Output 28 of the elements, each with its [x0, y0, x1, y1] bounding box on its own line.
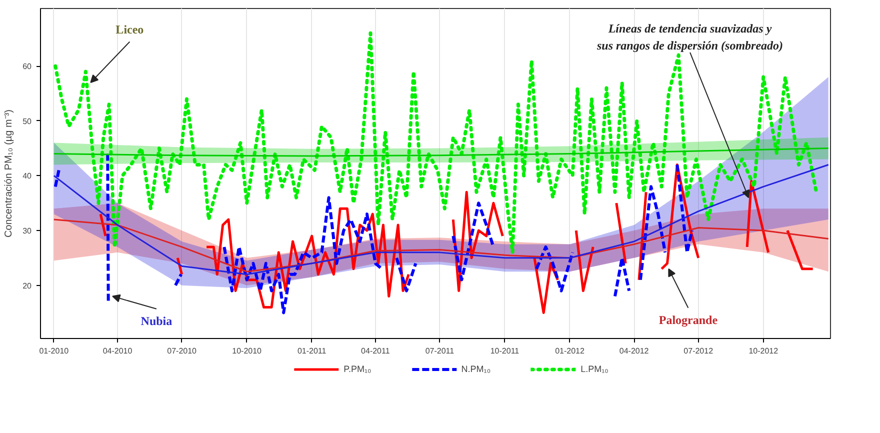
x-tick-label: 07-2010: [167, 346, 198, 356]
y-axis-title: Concentración PM₁₀ (µg m⁻³): [4, 109, 15, 238]
x-tick-label: 10-2012: [748, 346, 779, 356]
x-tick-label: 01-2012: [555, 346, 585, 356]
annotation: Nubia: [140, 314, 172, 328]
legend-label: L.PM₁₀: [580, 364, 608, 374]
annotation: Palogrande: [658, 312, 718, 327]
y-tick-label: 60: [22, 62, 32, 72]
x-tick-label: 01-2010: [39, 346, 70, 356]
x-tick-label: 07-2011: [425, 346, 455, 356]
x-tick-label: 07-2012: [684, 346, 714, 356]
line-series: [53, 218, 830, 272]
x-tick-label: 10-2011: [490, 346, 520, 356]
y-tick-label: 40: [22, 172, 32, 181]
legend-label: N.PM₁₀: [461, 364, 491, 374]
x-tick-label: 04-2010: [102, 346, 133, 356]
annotation: Liceo: [116, 22, 144, 37]
legend-label: P.PM₁₀: [344, 364, 372, 374]
x-tick-label: 10-2010: [232, 346, 262, 356]
y-tick-label: 30: [22, 226, 32, 236]
x-tick-label: 01-2011: [297, 346, 327, 356]
line-series: [53, 148, 830, 157]
line-series: [53, 164, 830, 276]
y-tick-label: 50: [22, 116, 32, 126]
x-tick-label: 04-2012: [619, 346, 650, 356]
annotation: Líneas de tendencia suavizadas y sus rangos de dispersión (sombreado): [596, 22, 784, 52]
y-tick-label: 20: [22, 281, 32, 290]
x-tick-label: 04-2011: [361, 346, 390, 356]
